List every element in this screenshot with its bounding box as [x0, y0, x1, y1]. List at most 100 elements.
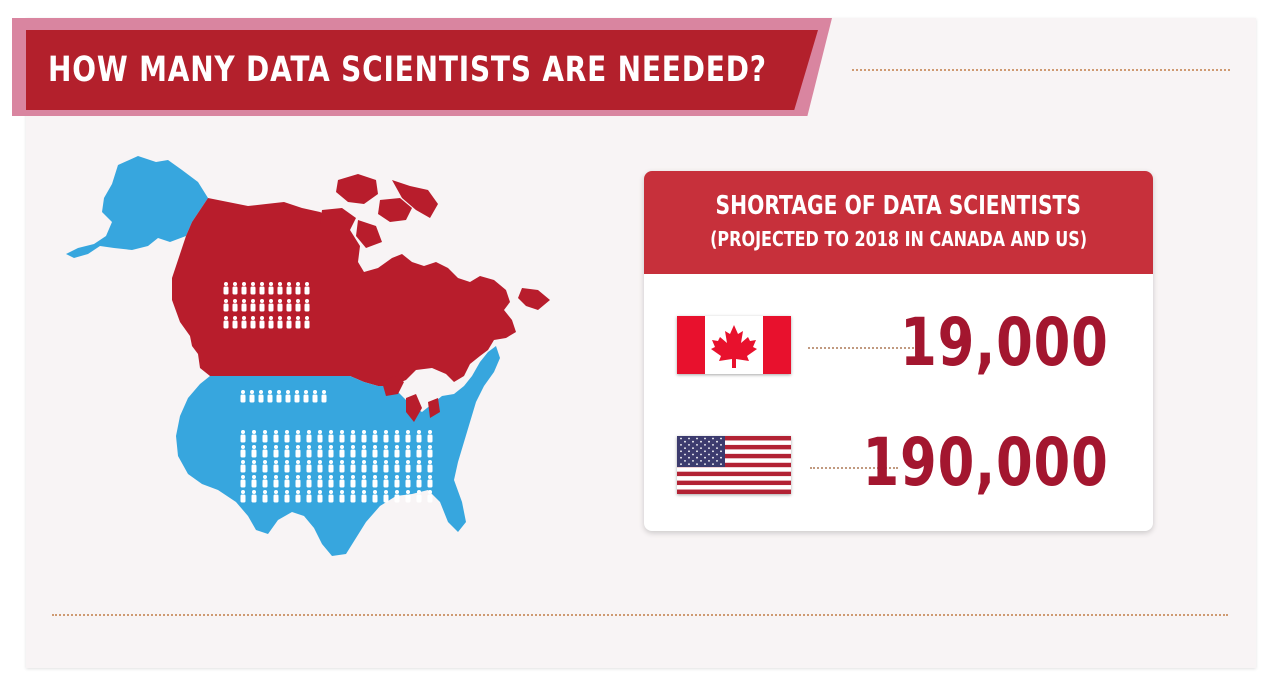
person-icon — [350, 475, 356, 488]
great-lakes — [382, 376, 440, 422]
person-icon — [405, 430, 411, 443]
arctic-island-2 — [378, 198, 412, 222]
person-icon — [232, 299, 238, 312]
person-icon — [284, 475, 290, 488]
canada-flag-icon — [677, 316, 791, 374]
person-icon — [372, 460, 378, 473]
person-icon — [350, 460, 356, 473]
person-icon — [286, 299, 292, 312]
person-icon — [350, 445, 356, 458]
person-icon — [306, 490, 312, 503]
person-icon — [285, 390, 291, 403]
person-icon — [295, 299, 301, 312]
person-icon — [372, 445, 378, 458]
person-icon — [372, 430, 378, 443]
page-title: HOW MANY DATA SCIENTISTS ARE NEEDED? — [48, 50, 767, 90]
person-icon — [361, 475, 367, 488]
us-flag-icon — [677, 436, 791, 494]
person-icon — [259, 299, 265, 312]
person-icon — [251, 475, 257, 488]
person-icon — [405, 460, 411, 473]
person-icon — [317, 490, 323, 503]
card-header: SHORTAGE OF DATA SCIENTISTS (PROJECTED T… — [644, 171, 1153, 274]
alaska-shape — [66, 156, 208, 258]
person-icon — [295, 282, 301, 295]
person-icon — [361, 445, 367, 458]
person-icon — [427, 460, 433, 473]
newfoundland-shape — [518, 288, 550, 310]
person-icon — [262, 475, 268, 488]
person-icon — [405, 490, 411, 503]
person-icon — [251, 460, 257, 473]
person-icon — [383, 460, 389, 473]
person-icon — [273, 475, 279, 488]
us-leader-line — [810, 467, 898, 469]
dotted-divider-bottom — [52, 614, 1228, 616]
person-icon — [273, 445, 279, 458]
person-icon — [273, 460, 279, 473]
arctic-island-5 — [356, 220, 382, 248]
person-icon — [277, 299, 283, 312]
person-icon — [273, 490, 279, 503]
person-icon — [303, 390, 309, 403]
canada-people-icons — [223, 282, 310, 329]
person-icon — [240, 390, 246, 403]
person-icon — [339, 475, 345, 488]
person-icon — [306, 475, 312, 488]
shortage-card: SHORTAGE OF DATA SCIENTISTS (PROJECTED T… — [644, 171, 1153, 531]
person-icon — [427, 490, 433, 503]
person-icon — [232, 282, 238, 295]
person-icon — [249, 390, 255, 403]
person-icon — [383, 490, 389, 503]
person-icon — [372, 475, 378, 488]
person-icon — [241, 282, 247, 295]
card-subtitle: (PROJECTED TO 2018 IN CANADA AND US) — [710, 227, 1087, 251]
person-icon — [240, 490, 246, 503]
person-icon — [284, 430, 290, 443]
person-icon — [306, 445, 312, 458]
person-icon — [273, 430, 279, 443]
canada-value: 19,000 — [900, 304, 1109, 381]
person-icon — [416, 490, 422, 503]
person-icon — [241, 316, 247, 329]
person-icon — [383, 430, 389, 443]
person-icon — [317, 475, 323, 488]
person-icon — [295, 490, 301, 503]
canada-row: 19,000 — [644, 304, 1153, 382]
person-icon — [286, 282, 292, 295]
person-icon — [306, 460, 312, 473]
person-icon — [328, 490, 334, 503]
person-icon — [372, 490, 378, 503]
canada-leader-line — [808, 347, 922, 349]
card-title: SHORTAGE OF DATA SCIENTISTS — [715, 191, 1082, 221]
person-icon — [350, 430, 356, 443]
person-icon — [223, 299, 229, 312]
north-america-map — [66, 156, 550, 556]
person-icon — [328, 475, 334, 488]
person-icon — [304, 316, 310, 329]
arctic-island-1 — [336, 174, 378, 204]
us-shape — [176, 346, 500, 556]
person-icon — [277, 282, 283, 295]
person-icon — [312, 390, 318, 403]
us-people-icons — [240, 390, 433, 503]
person-icon — [394, 445, 400, 458]
person-icon — [251, 445, 257, 458]
person-icon — [284, 460, 290, 473]
person-icon — [223, 282, 229, 295]
person-icon — [276, 390, 282, 403]
person-icon — [339, 445, 345, 458]
person-icon — [306, 430, 312, 443]
person-icon — [394, 430, 400, 443]
canada-shape — [172, 198, 516, 386]
person-icon — [317, 430, 323, 443]
person-icon — [284, 490, 290, 503]
person-icon — [240, 445, 246, 458]
person-icon — [394, 475, 400, 488]
title-banner: HOW MANY DATA SCIENTISTS ARE NEEDED? — [26, 30, 818, 110]
us-value: 190,000 — [862, 424, 1109, 501]
person-icon — [317, 460, 323, 473]
person-icon — [240, 430, 246, 443]
person-icon — [284, 445, 290, 458]
person-icon — [304, 282, 310, 295]
